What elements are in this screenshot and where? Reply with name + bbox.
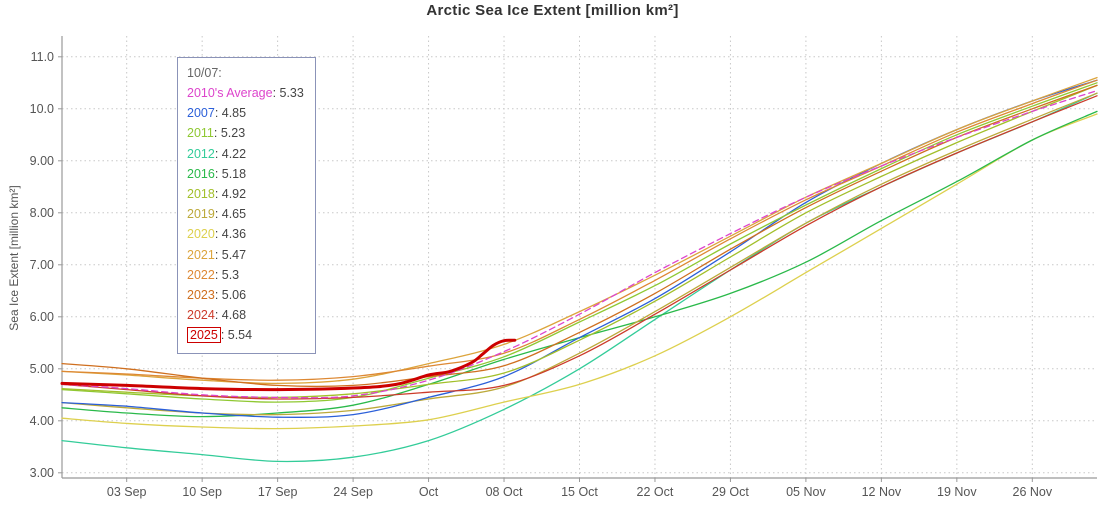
x-tick-label: 05 Nov bbox=[786, 485, 826, 499]
x-tick-label: Oct bbox=[419, 485, 439, 499]
legend-entry-value: : 4.85 bbox=[214, 106, 247, 121]
legend-entry-label: 2021 bbox=[187, 247, 215, 262]
y-tick-label: 11.0 bbox=[31, 50, 54, 64]
x-tick-label: 08 Oct bbox=[486, 485, 523, 499]
legend-entry-2021: 2021: 5.47 bbox=[187, 245, 304, 265]
legend-entry-value: : 5.23 bbox=[213, 126, 246, 141]
legend-entry-2020: 2020: 4.36 bbox=[187, 224, 304, 244]
y-tick-label: 4.00 bbox=[30, 414, 54, 428]
x-tick-label: 10 Sep bbox=[182, 485, 222, 499]
legend-entry-value: : 5.54 bbox=[220, 328, 253, 343]
legend-entry-label: 2010's Average bbox=[187, 86, 273, 100]
legend-entry-value: : 4.36 bbox=[214, 227, 247, 242]
series-line-2016 bbox=[61, 110, 1098, 418]
x-tick-label: 15 Oct bbox=[561, 485, 598, 499]
legend-entry-label: 2019 bbox=[187, 207, 215, 222]
legend-entry-value: : 5.06 bbox=[214, 288, 247, 303]
legend-entry-2019: 2019: 4.65 bbox=[187, 204, 304, 224]
legend-entry-2025: 2025: 5.54 bbox=[187, 325, 304, 345]
series-line-2022 bbox=[61, 79, 1098, 381]
legend-entry-value: : 5.18 bbox=[214, 166, 247, 181]
y-tick-label: 3.00 bbox=[30, 466, 54, 480]
x-tick-label: 12 Nov bbox=[862, 485, 902, 499]
y-tick-label: 7.00 bbox=[30, 258, 54, 272]
legend-entry-label: 2024 bbox=[187, 308, 215, 323]
y-tick-label: 10.0 bbox=[30, 102, 54, 116]
legend-box: 10/07: 2010's Average: 5.33 2007: 4.85 201… bbox=[177, 57, 316, 354]
legend-entry-label: 2007 bbox=[187, 106, 215, 121]
y-tick-label: 8.00 bbox=[30, 206, 54, 220]
chart-title: Arctic Sea Ice Extent [million km²] bbox=[426, 2, 679, 19]
legend-entry-label: 2012 bbox=[187, 146, 215, 161]
legend-entry-2018: 2018: 4.92 bbox=[187, 184, 304, 204]
series-line-2011 bbox=[61, 82, 1098, 403]
legend-entry-value: : 4.92 bbox=[214, 187, 247, 202]
legend-header: 10/07: bbox=[187, 66, 222, 80]
legend-entry-label: 2018 bbox=[187, 187, 215, 202]
x-tick-label: 17 Sep bbox=[258, 485, 298, 499]
legend-entries: 2010's Average: 5.33 2007: 4.85 2011: 5.23… bbox=[187, 83, 304, 346]
x-tick-label: 22 Oct bbox=[637, 485, 674, 499]
legend-entry-value: : 4.22 bbox=[214, 146, 247, 161]
series-line-2023 bbox=[61, 84, 1098, 388]
y-tick-label: 5.00 bbox=[30, 362, 54, 376]
y-tick-label: 6.00 bbox=[30, 310, 54, 324]
x-tick-label: 19 Nov bbox=[937, 485, 977, 499]
legend-entry-label: 2023 bbox=[187, 288, 215, 303]
series-line-2010s-average bbox=[61, 89, 1098, 399]
legend-entry-value: : 4.68 bbox=[214, 308, 247, 323]
legend-entry-2010-s-Average: 2010's Average: 5.33 bbox=[187, 83, 304, 103]
legend-entry-2024: 2024: 4.68 bbox=[187, 305, 304, 325]
legend-entry-label: 2016 bbox=[187, 166, 215, 181]
legend-entry-2007: 2007: 4.85 bbox=[187, 103, 304, 123]
x-tick-label: 26 Nov bbox=[1013, 485, 1053, 499]
series-line-2019 bbox=[61, 92, 1098, 416]
legend-entry-2022: 2022: 5.3 bbox=[187, 265, 304, 285]
series-line-2024 bbox=[61, 95, 1098, 400]
series-line-2020 bbox=[61, 113, 1098, 430]
legend-entry-value: : 5.47 bbox=[214, 247, 247, 262]
legend-entry-value: : 4.65 bbox=[214, 207, 247, 222]
legend-entry-2016: 2016: 5.18 bbox=[187, 164, 304, 184]
legend-entry-2012: 2012: 4.22 bbox=[187, 144, 304, 164]
legend-entry-label: 2020 bbox=[187, 227, 215, 242]
legend-entry-value: : 5.33 bbox=[272, 86, 304, 100]
x-tick-label: 03 Sep bbox=[107, 485, 147, 499]
legend-entry-label: 2025 bbox=[187, 327, 221, 344]
legend-entry-value: : 5.3 bbox=[214, 267, 240, 282]
x-tick-label: 24 Sep bbox=[333, 485, 373, 499]
legend-entry-2023: 2023: 5.06 bbox=[187, 285, 304, 305]
legend-entry-label: 2011 bbox=[187, 126, 214, 141]
legend-entry-label: 2022 bbox=[187, 267, 215, 282]
y-tick-label: 9.00 bbox=[30, 154, 54, 168]
x-tick-label: 29 Oct bbox=[712, 485, 749, 499]
series-line-2025 bbox=[60, 338, 517, 392]
legend-entry-2011: 2011: 5.23 bbox=[187, 123, 304, 143]
